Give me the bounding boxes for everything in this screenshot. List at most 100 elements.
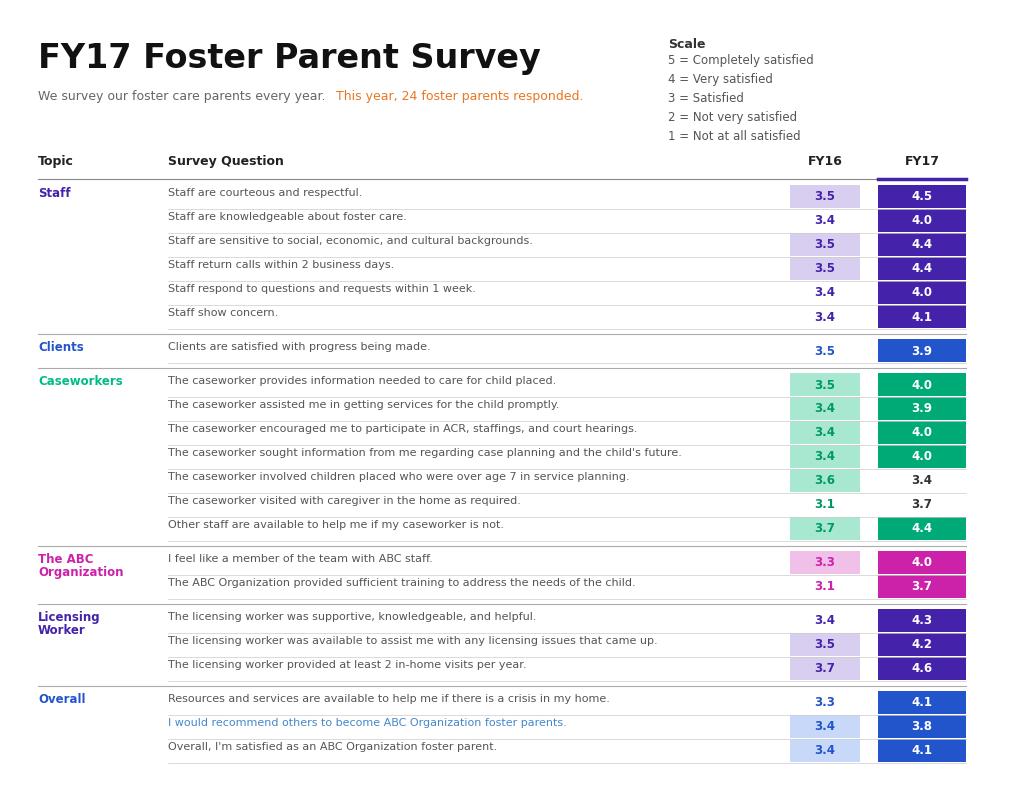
Text: The caseworker encouraged me to participate in ACR, staffings, and court hearing: The caseworker encouraged me to particip… [168, 424, 638, 434]
FancyBboxPatch shape [790, 185, 860, 208]
FancyBboxPatch shape [790, 469, 860, 492]
Text: Survey Question: Survey Question [168, 155, 284, 168]
Text: 3.1: 3.1 [814, 498, 836, 512]
Text: 3.5: 3.5 [814, 191, 836, 204]
Text: 5 = Completely satisfied: 5 = Completely satisfied [668, 54, 814, 67]
Text: 3.3: 3.3 [814, 696, 836, 710]
FancyBboxPatch shape [790, 517, 860, 540]
Text: 3 = Satisfied: 3 = Satisfied [668, 92, 743, 105]
FancyBboxPatch shape [790, 715, 860, 738]
Text: The licensing worker was available to assist me with any licensing issues that c: The licensing worker was available to as… [168, 636, 657, 646]
Text: 3.4: 3.4 [814, 427, 836, 440]
Text: FY17 Foster Parent Survey: FY17 Foster Parent Survey [38, 42, 541, 75]
FancyBboxPatch shape [790, 633, 860, 656]
FancyBboxPatch shape [878, 517, 966, 540]
Text: The licensing worker was supportive, knowledgeable, and helpful.: The licensing worker was supportive, kno… [168, 612, 537, 622]
Text: 4.0: 4.0 [911, 379, 933, 391]
Text: Topic: Topic [38, 155, 74, 168]
Text: 3.7: 3.7 [911, 498, 933, 512]
Text: Licensing: Licensing [38, 611, 100, 624]
FancyBboxPatch shape [790, 397, 860, 420]
FancyBboxPatch shape [878, 305, 966, 328]
FancyBboxPatch shape [878, 421, 966, 444]
FancyBboxPatch shape [878, 575, 966, 598]
Text: FY16: FY16 [808, 155, 843, 168]
Text: Scale: Scale [668, 38, 706, 51]
Text: Resources and services are available to help me if there is a crisis in my home.: Resources and services are available to … [168, 694, 610, 704]
Text: 3.4: 3.4 [814, 215, 836, 227]
FancyBboxPatch shape [878, 715, 966, 738]
Text: I would recommend others to become ABC Organization foster parents.: I would recommend others to become ABC O… [168, 718, 566, 728]
Text: 4.0: 4.0 [911, 287, 933, 299]
Text: Clients: Clients [38, 341, 84, 354]
Text: 3.5: 3.5 [814, 238, 836, 252]
Text: 3.3: 3.3 [814, 557, 836, 569]
Text: 3.4: 3.4 [814, 310, 836, 323]
Text: Staff are sensitive to social, economic, and cultural backgrounds.: Staff are sensitive to social, economic,… [168, 236, 532, 246]
FancyBboxPatch shape [878, 373, 966, 396]
FancyBboxPatch shape [878, 281, 966, 304]
FancyBboxPatch shape [790, 657, 860, 680]
Text: 4.0: 4.0 [911, 451, 933, 463]
Text: 3.4: 3.4 [814, 287, 836, 299]
Text: I feel like a member of the team with ABC staff.: I feel like a member of the team with AB… [168, 554, 433, 564]
Text: 4.5: 4.5 [911, 191, 933, 204]
Text: Staff respond to questions and requests within 1 week.: Staff respond to questions and requests … [168, 284, 476, 294]
Text: Other staff are available to help me if my caseworker is not.: Other staff are available to help me if … [168, 520, 504, 530]
Text: The ABC: The ABC [38, 553, 93, 566]
Text: 4.1: 4.1 [911, 696, 933, 710]
FancyBboxPatch shape [878, 257, 966, 280]
Text: The caseworker sought information from me regarding case planning and the child': The caseworker sought information from m… [168, 448, 682, 458]
Text: 4.1: 4.1 [911, 310, 933, 323]
FancyBboxPatch shape [878, 609, 966, 632]
Text: Staff are knowledgeable about foster care.: Staff are knowledgeable about foster car… [168, 212, 407, 222]
Text: The caseworker provides information needed to care for child placed.: The caseworker provides information need… [168, 376, 556, 386]
FancyBboxPatch shape [878, 691, 966, 714]
Text: 2 = Not very satisfied: 2 = Not very satisfied [668, 111, 797, 124]
Text: Clients are satisfied with progress being made.: Clients are satisfied with progress bein… [168, 342, 431, 352]
Text: 4 = Very satisfied: 4 = Very satisfied [668, 73, 773, 86]
Text: This year, 24 foster parents responded.: This year, 24 foster parents responded. [336, 90, 584, 103]
Text: Staff return calls within 2 business days.: Staff return calls within 2 business day… [168, 260, 394, 270]
FancyBboxPatch shape [878, 339, 966, 362]
Text: Overall, I'm satisfied as an ABC Organization foster parent.: Overall, I'm satisfied as an ABC Organiz… [168, 742, 498, 752]
FancyBboxPatch shape [878, 185, 966, 208]
Text: The caseworker involved children placed who were over age 7 in service planning.: The caseworker involved children placed … [168, 472, 630, 482]
Text: 3.5: 3.5 [814, 345, 836, 357]
Text: 4.3: 4.3 [911, 615, 933, 627]
FancyBboxPatch shape [790, 373, 860, 396]
FancyBboxPatch shape [790, 421, 860, 444]
Text: 4.6: 4.6 [911, 662, 933, 676]
Text: Staff show concern.: Staff show concern. [168, 308, 279, 318]
FancyBboxPatch shape [790, 551, 860, 574]
Text: Worker: Worker [38, 624, 86, 637]
Text: Staff are courteous and respectful.: Staff are courteous and respectful. [168, 188, 362, 198]
Text: 3.5: 3.5 [814, 379, 836, 391]
FancyBboxPatch shape [878, 739, 966, 762]
FancyBboxPatch shape [790, 445, 860, 468]
Text: 3.8: 3.8 [911, 721, 933, 733]
Text: 3.4: 3.4 [814, 615, 836, 627]
FancyBboxPatch shape [878, 397, 966, 420]
FancyBboxPatch shape [878, 633, 966, 656]
Text: 1 = Not at all satisfied: 1 = Not at all satisfied [668, 130, 801, 143]
FancyBboxPatch shape [878, 445, 966, 468]
FancyBboxPatch shape [790, 257, 860, 280]
FancyBboxPatch shape [878, 209, 966, 232]
Text: 3.9: 3.9 [911, 402, 933, 416]
Text: 3.7: 3.7 [911, 581, 933, 593]
Text: 3.4: 3.4 [814, 744, 836, 757]
Text: 3.5: 3.5 [814, 262, 836, 276]
Text: 3.7: 3.7 [814, 523, 836, 535]
FancyBboxPatch shape [878, 233, 966, 256]
Text: The licensing worker provided at least 2 in-home visits per year.: The licensing worker provided at least 2… [168, 660, 526, 670]
Text: 4.2: 4.2 [911, 638, 933, 652]
Text: We survey our foster care parents every year.: We survey our foster care parents every … [38, 90, 330, 103]
Text: 3.9: 3.9 [911, 345, 933, 357]
Text: 3.4: 3.4 [814, 402, 836, 416]
Text: The ABC Organization provided sufficient training to address the needs of the ch: The ABC Organization provided sufficient… [168, 578, 636, 588]
Text: Organization: Organization [38, 566, 124, 579]
Text: 4.1: 4.1 [911, 744, 933, 757]
Text: Overall: Overall [38, 693, 85, 706]
Text: 4.0: 4.0 [911, 215, 933, 227]
